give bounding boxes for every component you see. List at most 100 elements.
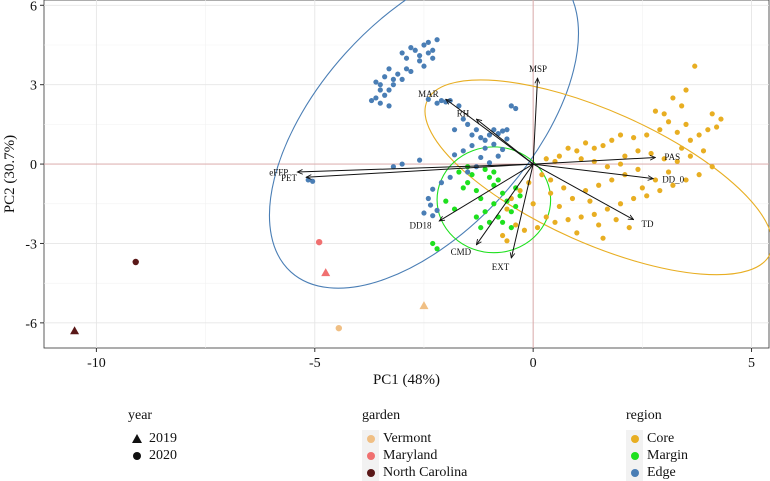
point-edge — [504, 136, 510, 142]
legend-label: 2019 — [149, 430, 177, 446]
point-edge — [408, 45, 414, 51]
point-edge — [421, 42, 427, 48]
point-core — [665, 169, 672, 175]
grid-lines — [43, 0, 770, 349]
point-margin — [491, 201, 497, 207]
legend-item-edge: Edge — [626, 464, 688, 481]
y-axis-title: PC2 (30.7%) — [2, 135, 18, 213]
garden-point-2020 — [335, 324, 343, 332]
point-edge — [386, 103, 392, 109]
point-edge — [451, 127, 458, 133]
point-edge — [469, 132, 475, 138]
legend-item-margin: Margin — [626, 447, 688, 464]
point-margin — [482, 166, 488, 172]
point-core — [661, 156, 667, 162]
point-margin — [473, 187, 479, 194]
legend-year: year 2019 2020 — [128, 408, 177, 464]
garden-point-2020 — [315, 238, 323, 246]
point-core — [552, 219, 558, 225]
point-core — [700, 148, 707, 154]
vector-label: CMD — [451, 247, 472, 257]
y-tick-label: 3 — [30, 79, 37, 94]
point-core — [539, 172, 545, 178]
x-tick-label: 5 — [748, 356, 755, 371]
point-core — [604, 164, 611, 170]
point-edge — [417, 58, 423, 64]
legend-label: Maryland — [383, 447, 438, 463]
point-core — [639, 185, 645, 191]
point-core — [635, 148, 641, 154]
point-edge — [417, 52, 423, 59]
point-margin — [469, 172, 475, 178]
point-core — [687, 137, 693, 143]
point-margin — [434, 246, 440, 252]
point-edge — [508, 103, 514, 109]
legend-item-maryland: Maryland — [362, 447, 467, 464]
point-core — [617, 201, 624, 207]
point-core — [543, 214, 549, 220]
point-core — [631, 195, 637, 202]
point-core — [683, 121, 689, 127]
point-core — [600, 142, 606, 149]
point-core — [556, 153, 562, 159]
point-margin — [443, 198, 449, 204]
garden-point-2019 — [419, 301, 429, 310]
circle-icon — [128, 447, 145, 464]
y-tick-label: -6 — [25, 317, 37, 332]
point-margin — [486, 174, 493, 180]
point-edge — [421, 63, 427, 69]
point-margin — [482, 209, 488, 215]
circle-icon — [626, 447, 643, 464]
point-core — [499, 232, 506, 239]
point-edge — [451, 152, 458, 158]
point-core — [674, 129, 680, 135]
point-edge — [408, 68, 414, 75]
y-tick-label: 6 — [30, 0, 37, 14]
point-core — [556, 203, 562, 210]
point-edge — [421, 210, 427, 216]
point-core — [596, 182, 602, 188]
triangle-icon — [128, 430, 145, 447]
point-edge — [395, 71, 401, 77]
point-edge — [486, 132, 493, 138]
point-core — [534, 224, 541, 231]
vector-arrow — [533, 163, 653, 179]
point-core — [683, 87, 689, 93]
point-edge — [460, 148, 466, 154]
point-edge — [504, 127, 510, 133]
point-margin — [491, 169, 497, 175]
point-edge — [434, 100, 440, 106]
point-edge — [390, 82, 396, 88]
data-points — [70, 37, 724, 335]
ellipse-margin — [436, 146, 552, 254]
point-margin — [499, 219, 506, 225]
vector-arrow — [511, 163, 534, 258]
point-core — [569, 195, 576, 202]
garden-point-2019 — [70, 326, 80, 335]
circle-icon — [362, 447, 379, 464]
reference-lines — [44, 0, 769, 348]
point-edge — [425, 50, 431, 56]
legend-item-north-carolina: North Carolina — [362, 464, 467, 481]
point-core — [521, 227, 528, 233]
legend-garden: garden Vermont Maryland North Carolina — [362, 408, 467, 481]
vector-label: MAR — [418, 89, 439, 99]
point-edge — [412, 47, 418, 53]
point-core — [705, 127, 711, 133]
point-core — [631, 135, 637, 141]
point-core — [652, 108, 659, 114]
point-margin — [473, 214, 479, 220]
point-edge — [309, 178, 316, 184]
legend-item-2019: 2019 — [128, 430, 177, 447]
point-core — [644, 132, 650, 138]
point-margin — [456, 169, 462, 175]
point-core — [709, 164, 715, 170]
point-core — [574, 148, 580, 154]
vector-arrow — [476, 119, 534, 165]
point-edge — [482, 145, 488, 151]
point-core — [609, 137, 615, 143]
point-core — [543, 156, 549, 162]
point-edge — [491, 141, 497, 147]
point-core — [504, 206, 510, 212]
point-core — [513, 222, 519, 228]
